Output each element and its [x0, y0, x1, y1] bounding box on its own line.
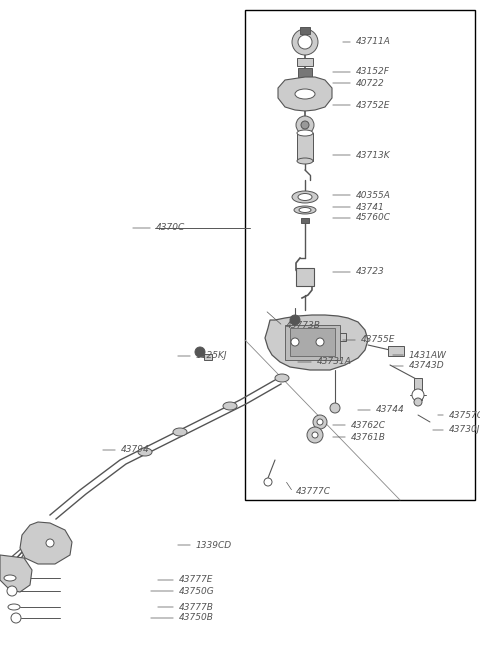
Circle shape	[7, 586, 17, 596]
Circle shape	[296, 116, 314, 134]
Bar	[301, 218, 309, 223]
Circle shape	[312, 432, 318, 438]
Circle shape	[313, 415, 327, 429]
Ellipse shape	[138, 448, 152, 456]
Text: 43713K: 43713K	[356, 150, 391, 160]
Text: 4370C: 4370C	[156, 223, 185, 233]
Text: 43741: 43741	[356, 202, 385, 212]
Bar	[296, 268, 314, 286]
Text: 43750B: 43750B	[179, 614, 214, 622]
Polygon shape	[278, 77, 332, 111]
Text: 43777B: 43777B	[179, 602, 214, 612]
Text: 43744: 43744	[376, 405, 405, 415]
Circle shape	[264, 478, 272, 486]
Circle shape	[291, 338, 299, 346]
Text: 43757C: 43757C	[449, 411, 480, 420]
Bar	[414, 378, 422, 400]
Circle shape	[195, 347, 205, 357]
Ellipse shape	[223, 402, 237, 410]
Text: 43711A: 43711A	[356, 37, 391, 47]
Ellipse shape	[298, 194, 312, 200]
Circle shape	[298, 35, 312, 49]
Circle shape	[290, 315, 300, 325]
Text: 40722: 40722	[356, 78, 385, 87]
Text: 1431AW: 1431AW	[409, 350, 447, 359]
Bar	[245, 10, 475, 500]
Circle shape	[317, 419, 323, 425]
Bar	[290, 328, 335, 356]
Circle shape	[316, 338, 324, 346]
Bar	[297, 133, 313, 161]
Circle shape	[307, 427, 323, 443]
Circle shape	[46, 539, 54, 547]
Circle shape	[330, 403, 340, 413]
Ellipse shape	[292, 191, 318, 203]
Bar	[285, 325, 340, 360]
Text: 43762C: 43762C	[351, 420, 386, 430]
Ellipse shape	[297, 130, 313, 136]
Ellipse shape	[299, 208, 311, 212]
Text: 1339CD: 1339CD	[196, 541, 232, 549]
Text: 40355A: 40355A	[356, 191, 391, 200]
Bar	[204, 354, 212, 360]
Ellipse shape	[295, 89, 315, 99]
Ellipse shape	[294, 206, 316, 214]
Text: 43723: 43723	[356, 267, 385, 277]
Ellipse shape	[275, 374, 289, 382]
Circle shape	[414, 398, 422, 406]
Text: 1125KJ: 1125KJ	[196, 351, 228, 361]
Polygon shape	[20, 522, 72, 564]
Bar	[388, 346, 404, 356]
Text: 43755E: 43755E	[361, 336, 396, 344]
Bar	[300, 27, 310, 34]
Text: 43750G: 43750G	[179, 587, 215, 595]
Text: 43730J: 43730J	[449, 426, 480, 434]
Text: 43777C: 43777C	[296, 487, 331, 497]
Ellipse shape	[8, 604, 20, 610]
Text: 43761B: 43761B	[351, 432, 386, 442]
Text: 43773B: 43773B	[286, 321, 321, 330]
Text: 43731A: 43731A	[317, 357, 352, 367]
Text: 43777E: 43777E	[179, 576, 214, 585]
Ellipse shape	[173, 428, 187, 436]
Bar	[297, 58, 313, 66]
Text: 43752E: 43752E	[356, 101, 391, 110]
Circle shape	[292, 29, 318, 55]
Ellipse shape	[4, 575, 16, 581]
Polygon shape	[0, 555, 32, 592]
Circle shape	[11, 613, 21, 623]
Text: 43794: 43794	[121, 445, 150, 455]
Circle shape	[301, 121, 309, 129]
Text: 45760C: 45760C	[356, 214, 391, 223]
Ellipse shape	[297, 158, 313, 164]
Bar	[298, 68, 312, 77]
Polygon shape	[265, 315, 368, 370]
Bar	[338, 333, 346, 341]
Text: 43743D: 43743D	[409, 361, 444, 371]
Circle shape	[412, 389, 424, 401]
Text: 43152F: 43152F	[356, 68, 390, 76]
